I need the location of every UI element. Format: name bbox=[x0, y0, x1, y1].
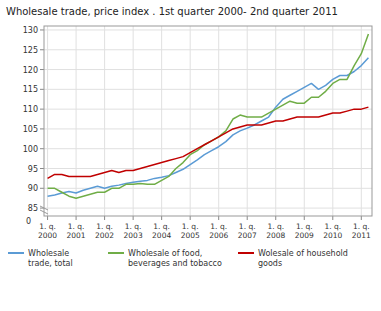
plot-frame bbox=[44, 26, 372, 216]
tick-label: 85 bbox=[28, 204, 38, 213]
grid-line bbox=[332, 26, 333, 216]
tick-label: 1. q.2004 bbox=[152, 222, 171, 240]
tick-label: 1. q.2007 bbox=[238, 222, 257, 240]
legend-swatch bbox=[238, 252, 254, 254]
tick-label: 130 bbox=[23, 26, 38, 35]
series-line bbox=[48, 58, 369, 197]
grid-line bbox=[133, 26, 134, 216]
grid-line bbox=[76, 26, 77, 216]
tick-label: 95 bbox=[28, 165, 38, 174]
chart: Wholesale trade, price index . 1st quart… bbox=[0, 0, 381, 311]
grid bbox=[44, 26, 372, 216]
tick-label: 125 bbox=[23, 46, 38, 55]
grid-line bbox=[47, 26, 48, 216]
grid-line bbox=[190, 26, 191, 216]
tick bbox=[40, 109, 44, 110]
grid-line bbox=[218, 26, 219, 216]
tick-label: 115 bbox=[23, 85, 38, 94]
legend-label: Wholesaletrade, total bbox=[28, 249, 73, 268]
tick bbox=[76, 216, 77, 220]
tick-label: 105 bbox=[23, 125, 38, 134]
legend-label: Wholesale of food,beverages and tobacco bbox=[128, 249, 222, 268]
tick-label: 1. q.2010 bbox=[323, 222, 342, 240]
grid-line bbox=[44, 49, 372, 50]
tick-label: 1. q.2006 bbox=[209, 222, 228, 240]
legend-label: Wolesale of householdgoods bbox=[258, 249, 348, 268]
tick-label: 100 bbox=[23, 145, 38, 154]
tick-label: 90 bbox=[28, 184, 38, 193]
tick bbox=[361, 216, 362, 220]
tick-label: 1. q.2003 bbox=[124, 222, 143, 240]
grid-line bbox=[44, 109, 372, 110]
grid-line bbox=[44, 69, 372, 70]
tick bbox=[275, 216, 276, 220]
tick bbox=[40, 148, 44, 149]
grid-line bbox=[44, 128, 372, 129]
tick-label: 120 bbox=[23, 66, 38, 75]
legend-swatch bbox=[108, 252, 124, 254]
tick-label: 1. q.2009 bbox=[295, 222, 314, 240]
lines bbox=[48, 34, 369, 198]
axis-break bbox=[40, 210, 48, 214]
grid-line bbox=[44, 168, 372, 169]
tick bbox=[40, 69, 44, 70]
tick bbox=[304, 216, 305, 220]
tick bbox=[47, 216, 48, 220]
legend-swatch bbox=[8, 252, 24, 254]
tick-label: 110 bbox=[23, 105, 38, 114]
tick bbox=[104, 216, 105, 220]
grid-line bbox=[44, 89, 372, 90]
tick-label: 1. q.2005 bbox=[181, 222, 200, 240]
tick bbox=[40, 89, 44, 90]
grid-line bbox=[247, 26, 248, 216]
tick bbox=[161, 216, 162, 220]
tick bbox=[40, 168, 44, 169]
annotation: 0 bbox=[26, 217, 31, 226]
tick bbox=[40, 29, 44, 30]
tick bbox=[247, 216, 248, 220]
tick-label: 1. q.2001 bbox=[67, 222, 86, 240]
tick bbox=[40, 188, 44, 189]
title: Wholesale trade, price index . 1st quart… bbox=[6, 6, 338, 17]
tick bbox=[218, 216, 219, 220]
tick-label: 1. q.2008 bbox=[266, 222, 285, 240]
grid-line bbox=[44, 208, 372, 209]
tick bbox=[40, 49, 44, 50]
tick bbox=[133, 216, 134, 220]
tick bbox=[190, 216, 191, 220]
tick-label: 1. q.2002 bbox=[95, 222, 114, 240]
tick bbox=[40, 128, 44, 129]
grid-line bbox=[304, 26, 305, 216]
grid-line bbox=[161, 26, 162, 216]
series-line bbox=[48, 34, 369, 198]
axis-break bbox=[40, 206, 48, 210]
series-line bbox=[48, 107, 369, 178]
tick-label: 1. q.2000 bbox=[38, 222, 57, 240]
tick bbox=[332, 216, 333, 220]
tick-label: 1. q.2011 bbox=[352, 222, 371, 240]
grid-line bbox=[44, 29, 372, 30]
grid-line bbox=[44, 148, 372, 149]
